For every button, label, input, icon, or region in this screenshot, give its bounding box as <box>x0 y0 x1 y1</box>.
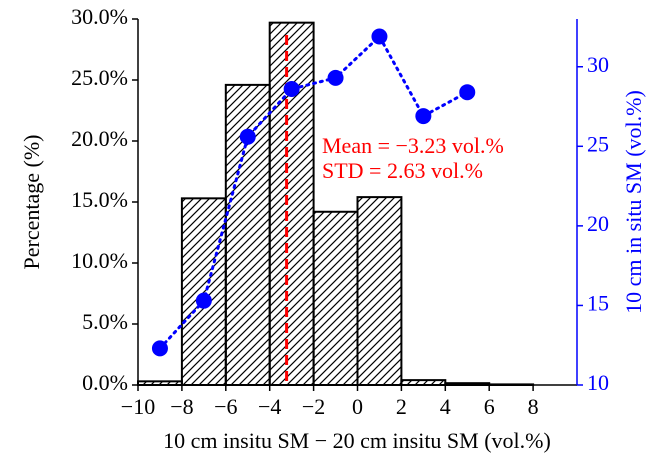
annotation: STD = 2.63 vol.% <box>322 158 483 183</box>
data-line <box>158 34 469 350</box>
data-point <box>283 81 300 98</box>
data-point <box>195 292 212 309</box>
y2-tick-label: 15 <box>587 290 609 315</box>
x-tick-label: 0 <box>352 394 363 419</box>
x-tick-label: −2 <box>302 394 325 419</box>
y-tick-label: 5.0% <box>82 309 128 334</box>
data-point <box>151 340 168 357</box>
y2-tick-label: 25 <box>587 131 609 156</box>
y-tick-label: 15.0% <box>71 187 128 212</box>
histogram-bar <box>312 210 359 386</box>
y2-tick-label: 20 <box>587 211 609 236</box>
x-axis-label: 10 cm insitu SM − 20 cm insitu SM (vol.%… <box>163 428 551 453</box>
x-tick-label: 6 <box>484 394 495 419</box>
data-point <box>371 28 388 45</box>
y-tick-label: 10.0% <box>71 248 128 273</box>
y2-tick-label: 10 <box>587 370 609 395</box>
annotation: Mean = −3.23 vol.% <box>322 133 504 158</box>
x-tick-label: 4 <box>440 394 451 419</box>
y2-tick-label: 30 <box>587 52 609 77</box>
histogram-bar <box>356 196 403 386</box>
x-tick-label: −8 <box>170 394 193 419</box>
x-tick-label: −6 <box>214 394 237 419</box>
data-point <box>239 128 256 145</box>
x-tick-label: −4 <box>258 394 281 419</box>
data-point <box>415 108 432 125</box>
x-tick-label: −10 <box>121 394 155 419</box>
y-tick-label: 25.0% <box>71 65 128 90</box>
y-tick-label: 0.0% <box>82 370 128 395</box>
data-point <box>327 69 344 86</box>
y-axis-label: Percentage (%) <box>19 135 44 270</box>
histogram-bar <box>268 21 315 386</box>
y-tick-label: 30.0% <box>71 4 128 29</box>
x-tick-label: 2 <box>396 394 407 419</box>
y2-axis-label: 10 cm in situ SM (vol.%) <box>621 90 646 314</box>
data-point <box>459 84 476 101</box>
histogram-bar <box>180 197 227 386</box>
y-tick-label: 20.0% <box>71 126 128 151</box>
x-tick-label: 8 <box>528 394 539 419</box>
